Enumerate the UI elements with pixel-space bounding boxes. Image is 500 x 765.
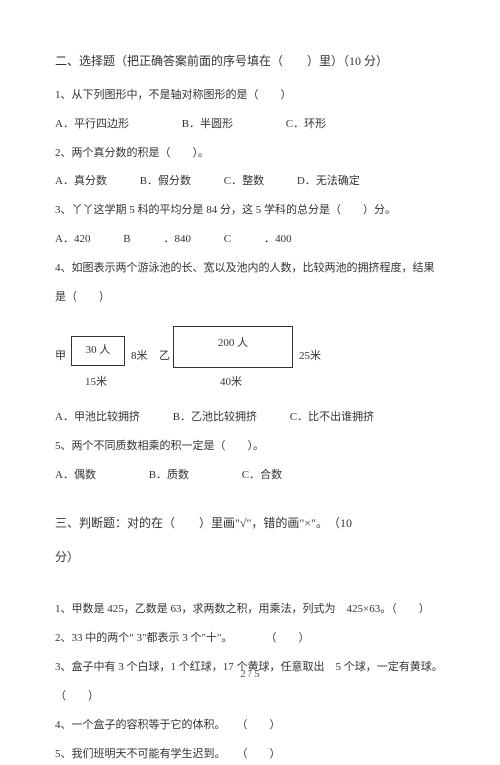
q2-5-optB: B．质数 <box>149 465 189 486</box>
q2-2-optC: C．整数 <box>224 171 264 192</box>
q2-3-text: 3、丫丫这学期 5 科的平均分是 84 分，这 5 学科的总分是（ ）分。 <box>55 200 445 221</box>
pool-diagram: 甲 30 人 8米 乙 200 人 25米 15米 40米 <box>55 322 445 397</box>
q3-5: 5、我们班明天不可能有学生迟到。 （ ） <box>55 744 445 765</box>
label-yi: 乙 <box>159 346 170 367</box>
q2-5-text: 5、两个不同质数相乘的积一定是（ ）。 <box>55 436 445 457</box>
q2-2-options: A．真分数 B．假分数 C．整数 D．无法确定 <box>55 171 445 192</box>
pool-a-people: 30 人 <box>86 340 111 361</box>
q2-4-optB: B．乙池比较拥挤 <box>173 407 257 428</box>
q2-2-optA: A．真分数 <box>55 171 107 192</box>
q2-2-text: 2、两个真分数的积是（ ）。 <box>55 143 445 164</box>
pool-a-height: 8米 <box>131 346 148 367</box>
q2-4-text1: 4、如图表示两个游泳池的长、宽以及池内的人数，比较两池的拥挤程度，结果 <box>55 258 445 279</box>
q2-4-optC: C．比不出谁拥挤 <box>290 407 374 428</box>
section3-title1: 三、判断题：对的在（ ）里画"√"，错的画"×"。 （10 <box>55 512 445 535</box>
q2-2-optD: D．无法确定 <box>297 171 360 192</box>
q2-1-optC: C．环形 <box>286 114 326 135</box>
q2-2-optB: B．假分数 <box>140 171 191 192</box>
q3-4: 4、一个盒子的容积等于它的体积。 （ ） <box>55 715 445 736</box>
q2-3-optA: A．420 <box>55 229 90 250</box>
q2-3-optB: B ．840 <box>123 229 191 250</box>
section3-title2: 分） <box>55 546 445 569</box>
q2-5-optC: C．合数 <box>242 465 282 486</box>
label-jia: 甲 <box>55 346 66 367</box>
section2-title: 二、选择题（把正确答案前面的序号填在（ ）里）（10 分） <box>55 50 445 73</box>
pool-a-width: 15米 <box>85 372 107 393</box>
q2-1-optB: B．半圆形 <box>182 114 233 135</box>
q2-4-options: A．甲池比较拥挤 B．乙池比较拥挤 C．比不出谁拥挤 <box>55 407 445 428</box>
q2-1-options: A．平行四边形 B．半圆形 C．环形 <box>55 114 445 135</box>
q2-5-optA: A．偶数 <box>55 465 96 486</box>
q3-1: 1、甲数是 425，乙数是 63，求两数之积，用乘法，列式为 425×63。（ … <box>55 599 445 620</box>
pool-b-people: 200 人 <box>218 333 248 354</box>
q2-4-optA: A．甲池比较拥挤 <box>55 407 140 428</box>
pool-a-box: 30 人 <box>71 336 125 366</box>
q3-2: 2、33 中的两个" 3"都表示 3 个"十"。 （ ） <box>55 628 445 649</box>
q2-4-text2: 是（ ） <box>55 287 445 308</box>
q2-3-optC: C ．400 <box>224 229 292 250</box>
q2-1-optA: A．平行四边形 <box>55 114 129 135</box>
q2-5-options: A．偶数 B．质数 C．合数 <box>55 465 445 486</box>
pool-b-width: 40米 <box>220 372 242 393</box>
pool-b-box: 200 人 <box>173 326 293 368</box>
pool-b-height: 25米 <box>299 346 321 367</box>
q2-3-options: A．420 B ．840 C ．400 <box>55 229 445 250</box>
page-number: 2 / 5 <box>0 664 500 685</box>
q2-1-text: 1、从下列图形中，不是轴对称图形的是（ ） <box>55 85 445 106</box>
q3-3b: （ ） <box>55 686 445 707</box>
